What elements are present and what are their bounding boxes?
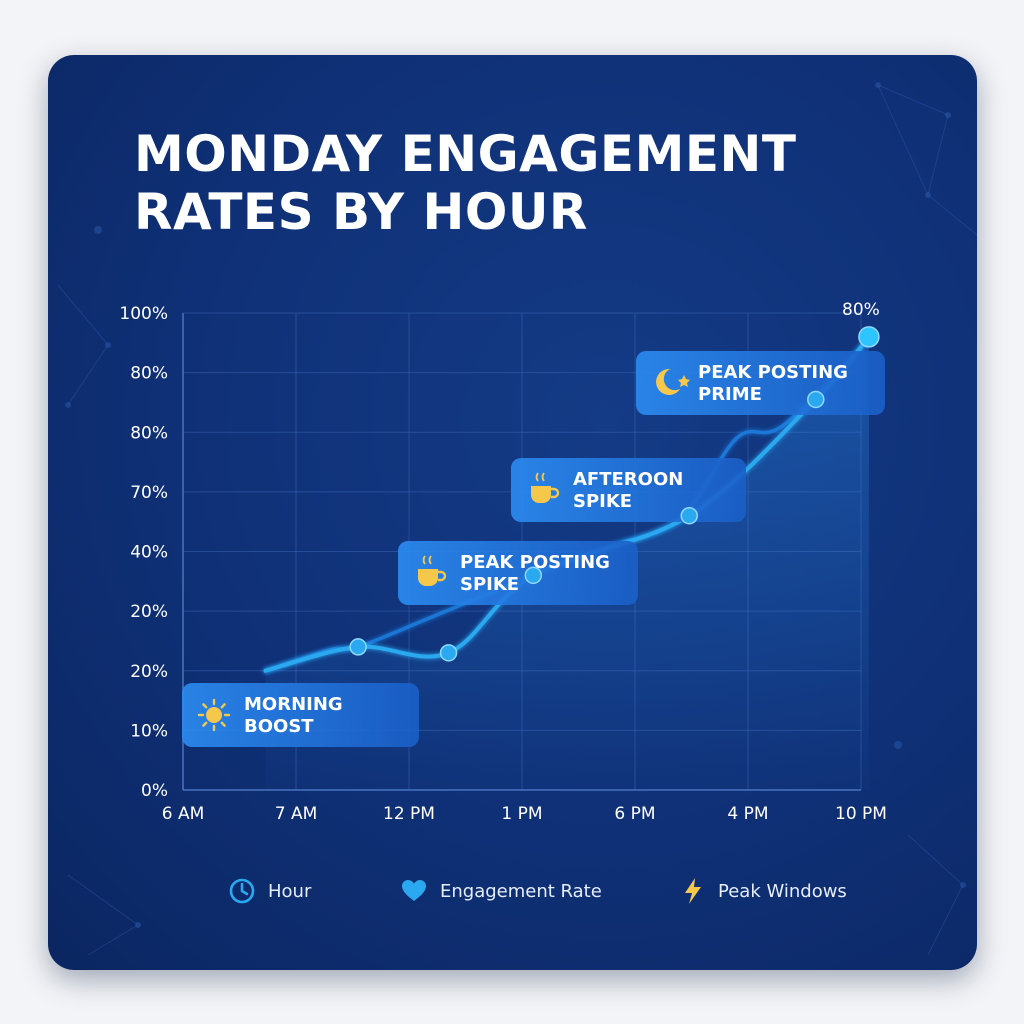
- annotation-line-1: PEAK POSTING: [698, 362, 848, 383]
- x-tick-label: 6 PM: [614, 804, 655, 824]
- legend-item-hour: Hour: [228, 873, 311, 909]
- x-tick-label: 10 PM: [835, 804, 887, 824]
- x-tick-label: 7 AM: [275, 804, 318, 824]
- heart-icon: [402, 880, 426, 901]
- sun-ray: [202, 703, 208, 709]
- coffee-icon: [418, 555, 447, 586]
- tick-labels: 0% 10% 20% 20% 40% 70% 80% 80% 100% 6 AM 7 AM 12 PM…: [119, 300, 887, 824]
- data-label: 80%: [842, 300, 880, 320]
- coffee-icon: [531, 472, 560, 503]
- y-tick-label: 70%: [130, 483, 168, 503]
- x-tick-label: 6 AM: [162, 804, 205, 824]
- x-tick-label: 4 PM: [727, 804, 768, 824]
- clock-icon: [229, 878, 255, 904]
- chart-card: MONDAY ENGAGEMENT RATES BY HOUR MORNING B…: [48, 55, 977, 970]
- y-tick-label: 100%: [119, 304, 168, 324]
- markers: [349, 326, 880, 662]
- y-tick-label: 20%: [130, 602, 168, 622]
- annotation-box: [182, 683, 419, 747]
- annotation-line-2: PRIME: [698, 384, 762, 405]
- data-point: [439, 644, 458, 662]
- legend-item-peak-windows: Peak Windows: [680, 873, 847, 909]
- cup-handle: [551, 487, 560, 499]
- sun-ray: [220, 721, 226, 727]
- y-tick-label: 40%: [130, 543, 168, 563]
- annotation-line-1: AFTEROON: [573, 469, 683, 490]
- annotation-line-1: MORNING: [244, 694, 343, 715]
- data-point: [680, 506, 698, 525]
- data-point: [349, 638, 367, 656]
- y-tick-label: 0%: [141, 781, 168, 801]
- annotation-line-2: BOOST: [244, 716, 314, 737]
- cup-body: [531, 486, 551, 503]
- legend-label-engagement: Engagement Rate: [440, 880, 602, 902]
- moon-star-icon: [656, 368, 690, 395]
- legend-label-hour: Hour: [268, 880, 312, 902]
- y-tick-label: 80%: [130, 423, 168, 443]
- star: [678, 375, 690, 387]
- x-tick-label: 1 PM: [501, 804, 542, 824]
- sun-ray: [220, 703, 226, 709]
- cup-handle: [438, 570, 447, 582]
- data-point: [807, 390, 825, 409]
- y-tick-label: 80%: [130, 364, 168, 384]
- cup-steam: [535, 472, 545, 482]
- chart-title: MONDAY ENGAGEMENT RATES BY HOUR: [134, 125, 797, 241]
- annotation-box: [636, 351, 885, 415]
- annotation-line-1: PEAK POSTING: [460, 552, 610, 573]
- y-tick-label: 10%: [130, 721, 168, 741]
- annotation-line-2: SPIKE: [573, 491, 632, 512]
- data-point: [524, 566, 543, 585]
- annotation-box: [398, 541, 638, 605]
- legend-label-peak-windows: Peak Windows: [718, 880, 847, 902]
- y-tick-label: 20%: [130, 662, 168, 682]
- network-decoration: [57, 82, 977, 956]
- sun-core: [206, 707, 222, 723]
- annotation-line-2: SPIKE: [460, 574, 519, 595]
- lightning-icon: [685, 878, 701, 904]
- moon: [656, 368, 680, 395]
- sun-ray: [202, 721, 208, 727]
- data-point: [858, 326, 880, 348]
- sun-icon: [197, 698, 231, 732]
- legend-item-engagement: Engagement Rate: [400, 873, 602, 909]
- annotation-box: [511, 458, 746, 522]
- x-tick-label: 12 PM: [383, 804, 435, 824]
- cup-body: [418, 569, 438, 586]
- cup-steam: [422, 555, 432, 565]
